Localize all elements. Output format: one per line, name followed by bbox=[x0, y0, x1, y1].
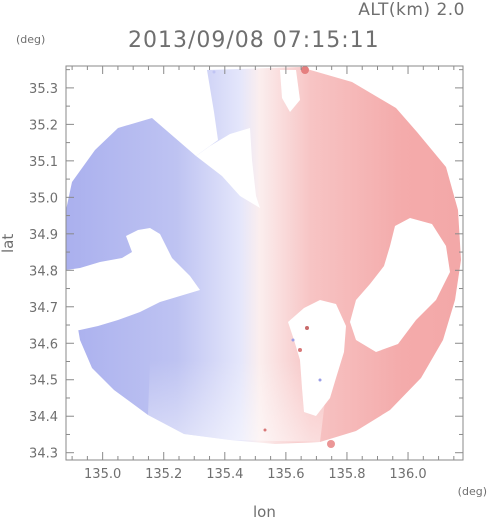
y-tick-label: 34.4 bbox=[29, 410, 58, 425]
timestamp-title: 2013/09/08 07:15:11 bbox=[128, 28, 380, 53]
y-tick-label: 34.8 bbox=[29, 264, 58, 279]
x-unit-label: (deg) bbox=[457, 485, 487, 498]
velocity-field bbox=[66, 66, 461, 448]
ticks bbox=[66, 66, 463, 460]
y-tick-label: 34.3 bbox=[29, 447, 58, 462]
y-tick-label: 34.7 bbox=[29, 301, 58, 316]
y-tick-label: 34.6 bbox=[29, 337, 58, 352]
y-tick-label: 34.5 bbox=[29, 374, 58, 389]
echo-region bbox=[66, 67, 461, 444]
y-tick-label: 35.0 bbox=[29, 191, 58, 206]
x-tick-label: 135.0 bbox=[84, 467, 121, 482]
y-unit-label: (deg) bbox=[16, 33, 46, 46]
altitude-label: ALT(km) 2.0 bbox=[358, 0, 465, 20]
y-tick-label: 35.3 bbox=[29, 82, 58, 97]
y-tick-label: 34.9 bbox=[29, 228, 58, 243]
y-tick-label: 35.2 bbox=[29, 118, 58, 133]
x-tick-label: 135.6 bbox=[267, 467, 304, 482]
x-axis-label: lon bbox=[253, 503, 276, 521]
tick-labels: 135.0 135.2 135.4 135.6 135.8 136.0 34.3 34.4 34… bbox=[29, 82, 427, 482]
x-tick-label: 135.2 bbox=[145, 467, 182, 482]
x-tick-label: 136.0 bbox=[389, 467, 426, 482]
echo-speckles bbox=[212, 66, 335, 448]
x-tick-label: 135.8 bbox=[328, 467, 365, 482]
no-echo-areas bbox=[66, 70, 450, 416]
plot-frame bbox=[65, 65, 464, 461]
y-tick-label: 35.1 bbox=[29, 155, 58, 170]
x-tick-label: 135.4 bbox=[206, 467, 243, 482]
